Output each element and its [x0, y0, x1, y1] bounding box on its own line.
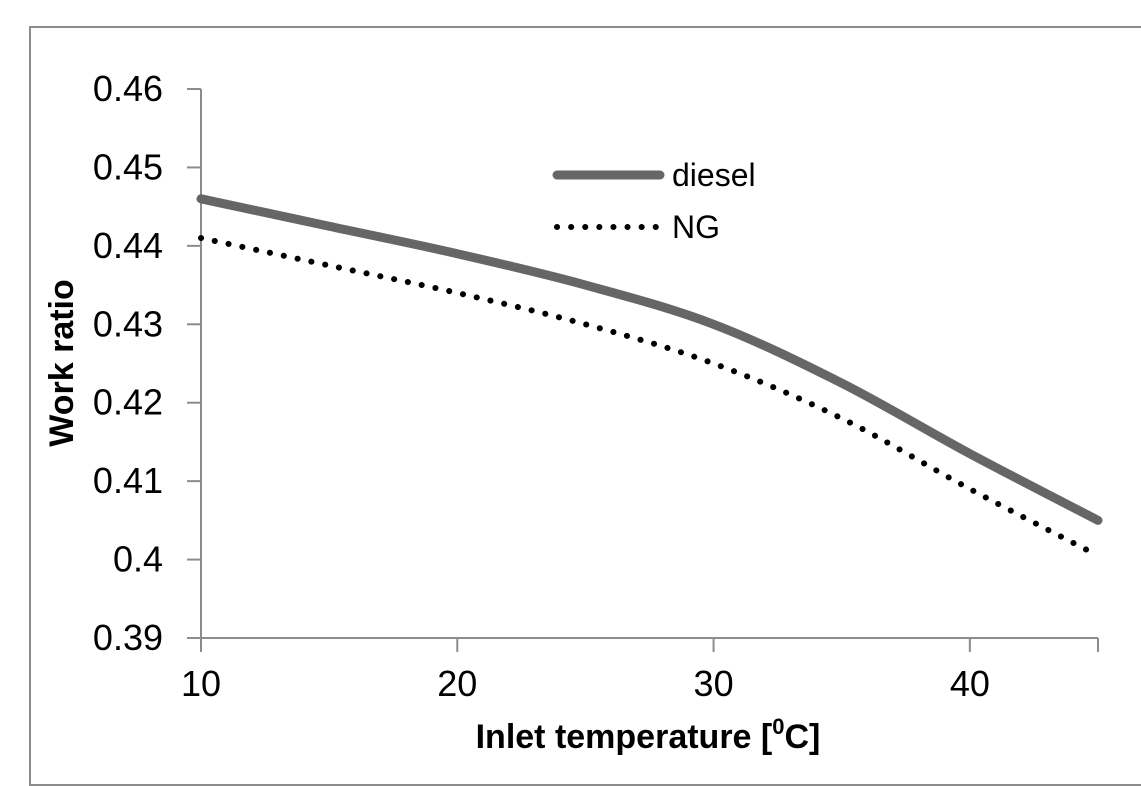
legend-label-ng: NG	[672, 209, 720, 245]
y-tick-label: 0.46	[93, 68, 163, 109]
axes: 0.39 0.4 0.41 0.42 0.43 0.44 0.45 0.46 10 20 30 40	[93, 68, 1099, 704]
x-axis-title: Inlet temperature [0C]	[476, 714, 821, 756]
series-line-diesel	[196, 194, 1103, 525]
y-tick-label: 0.4	[113, 539, 163, 580]
y-tick-label: 0.43	[93, 303, 163, 344]
y-axis-title: Work ratio	[43, 279, 81, 447]
y-tick-label: 0.39	[93, 617, 163, 658]
x-tick-label: 40	[950, 663, 990, 704]
x-tick-label: 30	[694, 663, 734, 704]
series-line-ng	[198, 235, 1101, 559]
x-tick-label: 20	[437, 663, 477, 704]
series-layer	[196, 194, 1103, 559]
y-tick-label: 0.42	[93, 382, 163, 423]
x-tick-label: 10	[181, 663, 221, 704]
y-tick-label: 0.41	[93, 460, 163, 501]
legend-label-diesel: diesel	[672, 157, 756, 193]
y-tick-label: 0.44	[93, 225, 163, 266]
legend: diesel NG	[552, 157, 756, 245]
y-tick-label: 0.45	[93, 146, 163, 187]
